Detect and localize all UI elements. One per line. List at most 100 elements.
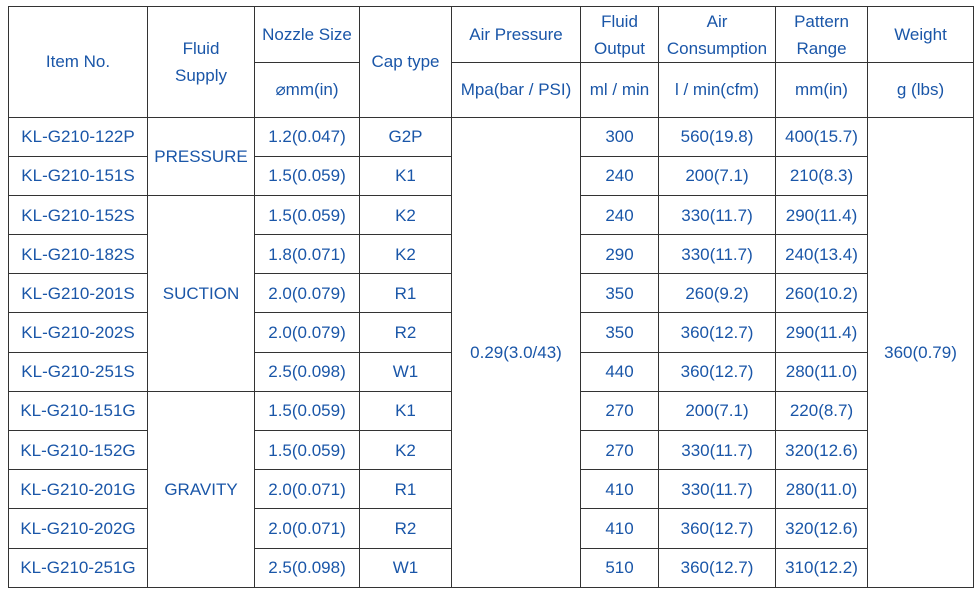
pattern-range-cell: 210(8.3) [775, 155, 868, 196]
air-consumption-cell: 360(12.7) [658, 312, 776, 353]
header-pattern-range-line1: Pattern [794, 11, 849, 31]
nozzle-cell: 2.0(0.079) [254, 312, 360, 353]
table-row: KL-G210-182S 1.8(0.071) K2 290 330(11.7)… [8, 234, 974, 275]
cap-cell: K1 [359, 390, 452, 432]
header-fluid-supply-line2: Supply [175, 65, 227, 85]
fluid-output-cell: 270 [580, 390, 659, 432]
item-no-cell: KL-G210-202G [8, 508, 148, 549]
fluid-supply-cell: PRESSURE [147, 116, 255, 196]
header-air-consumption: Air Consumption [658, 5, 776, 64]
table-row: KL-G210-251S 2.5(0.098) W1 440 360(12.7)… [8, 351, 974, 392]
table-row: KL-G210-201S 2.0(0.079) R1 350 260(9.2) … [8, 273, 974, 314]
item-no-cell: KL-G210-251G [8, 547, 148, 589]
nozzle-cell: 2.0(0.071) [254, 469, 360, 510]
table-row: KL-G210-251G 2.5(0.098) W1 510 360(12.7)… [8, 547, 974, 589]
table-row: KL-G210-122P PRESSURE 1.2(0.047) G2P 0.2… [8, 116, 974, 589]
air-consumption-cell: 560(19.8) [658, 116, 776, 157]
nozzle-cell: 2.0(0.079) [254, 273, 360, 314]
table-row: KL-G210-201G 2.0(0.071) R1 410 330(11.7)… [8, 469, 974, 510]
header-fluid-output-unit: ml / min [580, 62, 659, 118]
pattern-range-cell: 400(15.7) [775, 116, 868, 157]
fluid-output-cell: 350 [580, 273, 659, 314]
pattern-range-cell: 320(12.6) [775, 508, 868, 549]
air-consumption-cell: 200(7.1) [658, 390, 776, 432]
table-row: KL-G210-152G 1.5(0.059) K2 270 330(11.7)… [8, 430, 974, 471]
pattern-range-cell: 320(12.6) [775, 430, 868, 471]
fluid-output-cell: 350 [580, 312, 659, 353]
cap-cell: W1 [359, 547, 452, 589]
header-air-consumption-unit: l / min(cfm) [658, 62, 776, 118]
header-air-consumption-line1: Air [706, 11, 728, 31]
spec-table: Item No. Fluid Supply Nozzle Size Cap ty… [8, 5, 974, 589]
nozzle-cell: 1.5(0.059) [254, 194, 360, 236]
fluid-supply-cell: SUCTION [147, 194, 255, 392]
table-row: KL-G210-202G 2.0(0.071) R2 410 360(12.7)… [8, 508, 974, 549]
air-pressure-cell: 0.29(3.0/43) [451, 116, 581, 589]
pattern-range-cell: 240(13.4) [775, 234, 868, 275]
item-no-cell: KL-G210-151G [8, 390, 148, 432]
header-fluid-output-line1: Fluid [601, 11, 638, 31]
header-weight: Weight [867, 5, 974, 64]
header-pattern-range: Pattern Range [775, 5, 868, 64]
pattern-range-cell: 290(11.4) [775, 312, 868, 353]
header-fluid-supply: Fluid Supply [147, 6, 255, 118]
cap-cell: K2 [359, 234, 452, 275]
nozzle-cell: 2.5(0.098) [254, 351, 360, 392]
fluid-output-cell: 240 [580, 194, 659, 236]
header-nozzle-size: Nozzle Size [254, 5, 360, 64]
header-pattern-range-line2: Range [796, 38, 847, 58]
nozzle-cell: 1.8(0.071) [254, 234, 360, 275]
weight-cell: 360(0.79) [867, 116, 974, 589]
table-row: KL-G210-202S 2.0(0.079) R2 350 360(12.7)… [8, 312, 974, 353]
header-nozzle-unit: ⌀mm(in) [254, 62, 360, 118]
header-fluid-output-line2: Output [593, 38, 646, 58]
header-air-pressure: Air Pressure [451, 5, 581, 64]
item-no-cell: KL-G210-202S [8, 312, 148, 353]
air-consumption-cell: 330(11.7) [658, 469, 776, 510]
pattern-range-cell: 310(12.2) [775, 547, 868, 589]
item-no-cell: KL-G210-152S [8, 194, 148, 236]
header-air-consumption-line2: Consumption [666, 38, 768, 58]
fluid-output-cell: 270 [580, 430, 659, 471]
header-fluid-supply-line1: Fluid [182, 38, 220, 58]
item-no-cell: KL-G210-201S [8, 273, 148, 314]
cap-cell: R1 [359, 469, 452, 510]
air-consumption-cell: 330(11.7) [658, 430, 776, 471]
air-consumption-cell: 330(11.7) [658, 194, 776, 236]
header-row-1: Item No. Fluid Supply Nozzle Size Cap ty… [8, 5, 974, 118]
header-pattern-range-unit: mm(in) [775, 62, 868, 118]
pattern-range-cell: 280(11.0) [775, 351, 868, 392]
item-no-cell: KL-G210-251S [8, 351, 148, 392]
table-row: KL-G210-151S 1.5(0.059) K1 240 200(7.1) … [8, 155, 974, 196]
cap-cell: K2 [359, 430, 452, 471]
header-item-no: Item No. [8, 6, 148, 118]
item-no-cell: KL-G210-122P [8, 116, 148, 157]
nozzle-cell: 2.0(0.071) [254, 508, 360, 549]
pattern-range-cell: 260(10.2) [775, 273, 868, 314]
fluid-supply-cell: GRAVITY [147, 390, 255, 589]
air-consumption-cell: 360(12.7) [658, 508, 776, 549]
header-fluid-output: Fluid Output [580, 5, 659, 64]
pattern-range-cell: 280(11.0) [775, 469, 868, 510]
table-row: KL-G210-152S SUCTION 1.5(0.059) K2 240 3… [8, 194, 974, 392]
nozzle-cell: 1.5(0.059) [254, 155, 360, 196]
nozzle-cell: 1.2(0.047) [254, 116, 360, 157]
nozzle-cell: 1.5(0.059) [254, 430, 360, 471]
fluid-output-cell: 410 [580, 508, 659, 549]
header-air-pressure-unit: Mpa(bar / PSI) [451, 62, 581, 118]
fluid-output-cell: 300 [580, 116, 659, 157]
fluid-output-cell: 410 [580, 469, 659, 510]
cap-cell: K1 [359, 155, 452, 196]
header-cap-type: Cap type [359, 6, 452, 118]
cap-cell: R2 [359, 508, 452, 549]
fluid-output-cell: 290 [580, 234, 659, 275]
item-no-cell: KL-G210-182S [8, 234, 148, 275]
fluid-output-cell: 440 [580, 351, 659, 392]
nozzle-cell: 1.5(0.059) [254, 390, 360, 432]
air-consumption-cell: 330(11.7) [658, 234, 776, 275]
nozzle-cell: 2.5(0.098) [254, 547, 360, 589]
air-consumption-cell: 200(7.1) [658, 155, 776, 196]
cap-cell: R2 [359, 312, 452, 353]
item-no-cell: KL-G210-201G [8, 469, 148, 510]
air-consumption-cell: 260(9.2) [658, 273, 776, 314]
